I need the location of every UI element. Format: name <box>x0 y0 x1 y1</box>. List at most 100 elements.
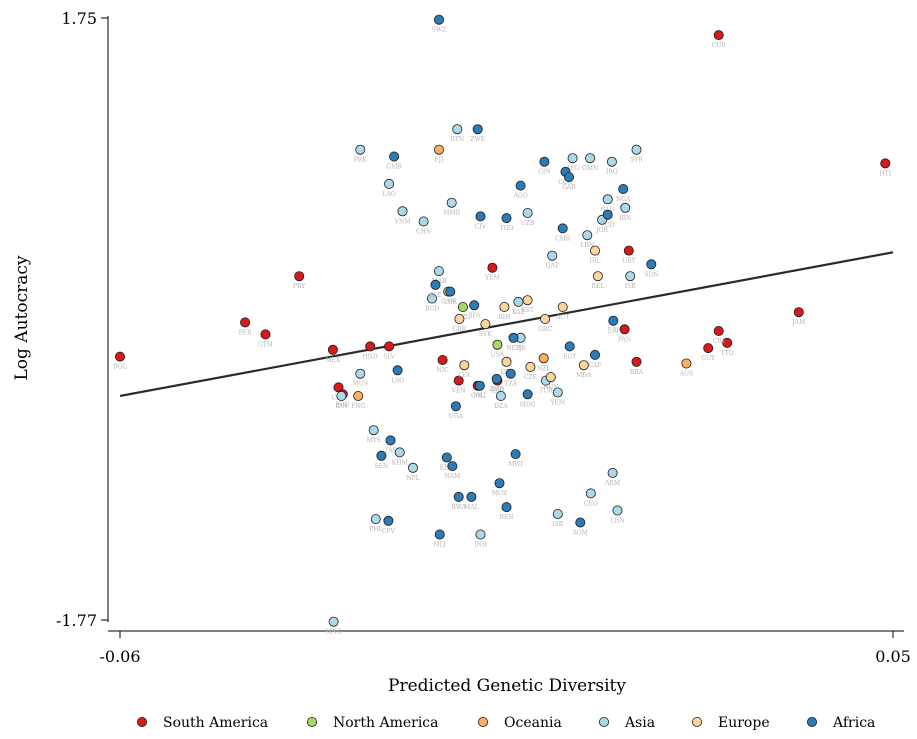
point-prk <box>355 144 366 155</box>
point-bol <box>115 351 126 362</box>
point-label-est: EST <box>521 307 534 314</box>
point-nam <box>447 461 458 472</box>
point-arm <box>607 467 618 478</box>
point-label-gab: GAB <box>562 184 576 191</box>
point-label-cub: CUB <box>712 42 727 49</box>
point-label-mli: MLI <box>433 542 446 549</box>
x-tick-label-right: 0.05 <box>875 647 911 666</box>
legend: South America North America Oceania Asia Eur… <box>136 715 875 731</box>
data-points: BOLPERGTMPRYMEXCHLECUHNDSLVNICVENCOLARGY… <box>113 14 892 636</box>
point-label-eri: ERI <box>608 328 620 335</box>
point-kaz <box>513 296 524 307</box>
point-png <box>353 390 364 401</box>
point-label-png: PNG <box>351 403 365 410</box>
series-oceania: FJI PNG AUS NZL <box>351 144 694 410</box>
point-gbr <box>454 313 465 324</box>
point-tcd <box>602 209 613 220</box>
point-irq <box>606 156 617 167</box>
point-label-ago: AGO <box>513 193 528 200</box>
point-label-aus: AUS <box>679 371 694 378</box>
point-swz <box>433 14 444 25</box>
legend-item-europe: Europe <box>692 715 770 731</box>
point-pan <box>619 324 630 335</box>
point-tgo <box>501 213 512 224</box>
point-mex <box>327 344 338 355</box>
point-label-mus: MUS <box>353 381 368 388</box>
point-label-arm: ARM <box>604 480 620 487</box>
point-label-ner: NER <box>506 345 521 352</box>
point-label-tza: TZA <box>504 381 517 388</box>
point-label-nzl: NZL <box>537 365 550 372</box>
point-bra <box>631 356 642 367</box>
point-label-grc: GRC <box>538 326 552 333</box>
point-label-cri: CRI <box>713 338 725 345</box>
point-phl <box>370 514 381 525</box>
point-hun <box>545 372 556 383</box>
point-gmb <box>389 151 400 162</box>
point-label-afg: AFG <box>565 165 579 172</box>
point-label-pry: PRY <box>293 283 306 290</box>
point-label-col: COL <box>471 393 485 400</box>
point-syr <box>631 144 642 155</box>
point-cub <box>713 30 724 41</box>
legend-label-asia: Asia <box>624 715 655 731</box>
point-mdg <box>522 389 533 400</box>
point-label-khm: KHM <box>392 459 408 466</box>
point-caf <box>590 349 601 360</box>
point-cmr <box>557 223 568 234</box>
point-label-tcd: TCD <box>601 222 615 229</box>
point-label-irl: IRL <box>590 258 601 265</box>
point-label-zaf: ZAF <box>384 447 397 454</box>
point-per <box>240 317 251 328</box>
legend-item-oceania: Oceania <box>477 715 562 731</box>
y-axis: 1.75 -1.77 Log Autocracy <box>12 9 109 630</box>
point-qat <box>547 250 558 261</box>
legend-item-north-america: North America <box>306 715 439 731</box>
point-label-dza: DZA <box>494 403 508 410</box>
point-label-ind: IND <box>474 542 487 549</box>
point-grc <box>540 313 551 324</box>
point-label-chn: CHN <box>416 229 431 236</box>
point-nga <box>618 183 629 194</box>
point-mli <box>434 529 445 540</box>
point-label-zmb: ZMB <box>489 386 504 393</box>
point-label-lso: LSO <box>391 377 404 384</box>
point-cpv <box>383 515 394 526</box>
point-label-guy: GUY <box>701 355 716 362</box>
point-uzb <box>522 207 533 218</box>
point-label-uzb: UZB <box>521 220 535 227</box>
point-ben <box>501 502 512 513</box>
legend-label-north-america: North America <box>333 715 439 731</box>
legend-label-south-america: South America <box>163 715 268 731</box>
point-label-pan: PAN <box>618 336 631 343</box>
point-ind <box>475 529 486 540</box>
x-tick-label-left: -0.06 <box>99 647 140 666</box>
point-label-btn: BTN <box>450 136 464 143</box>
point-label-mex: MEX <box>326 357 342 364</box>
point-zwe <box>472 124 483 135</box>
point-label-tur: TUR <box>539 388 553 395</box>
point-label-omn: OMN <box>582 165 598 172</box>
point-bgd <box>426 293 437 304</box>
point-label-ury: URY <box>622 258 636 265</box>
point-bwa <box>453 491 464 502</box>
y-tick-label-top: 1.75 <box>61 9 97 28</box>
series-asia: PRKLAOVNMCHNIDNMUSMYSKHMNPLPHLBGDMABMMRB… <box>326 124 643 636</box>
point-label-cmr: CMR <box>555 235 571 242</box>
point-idn <box>336 390 347 401</box>
point-label-yem: YEM <box>550 400 565 407</box>
point-label-nga: NGA <box>616 196 631 203</box>
point-label-yem: YEM <box>484 275 499 282</box>
point-label-hti: HTI <box>879 170 891 177</box>
point-label-swz: SWZ <box>432 27 446 34</box>
point-label-mwi: MWI <box>508 461 523 468</box>
point-label-can: CAN <box>441 299 455 306</box>
point-lbr <box>445 286 456 297</box>
point-jam <box>793 307 804 318</box>
point-bel <box>592 271 603 282</box>
point-label-bgd: BGD <box>425 306 439 313</box>
point-nzl <box>538 353 549 364</box>
point-gtm <box>260 329 271 340</box>
point-label-cze: CZE <box>524 374 537 381</box>
